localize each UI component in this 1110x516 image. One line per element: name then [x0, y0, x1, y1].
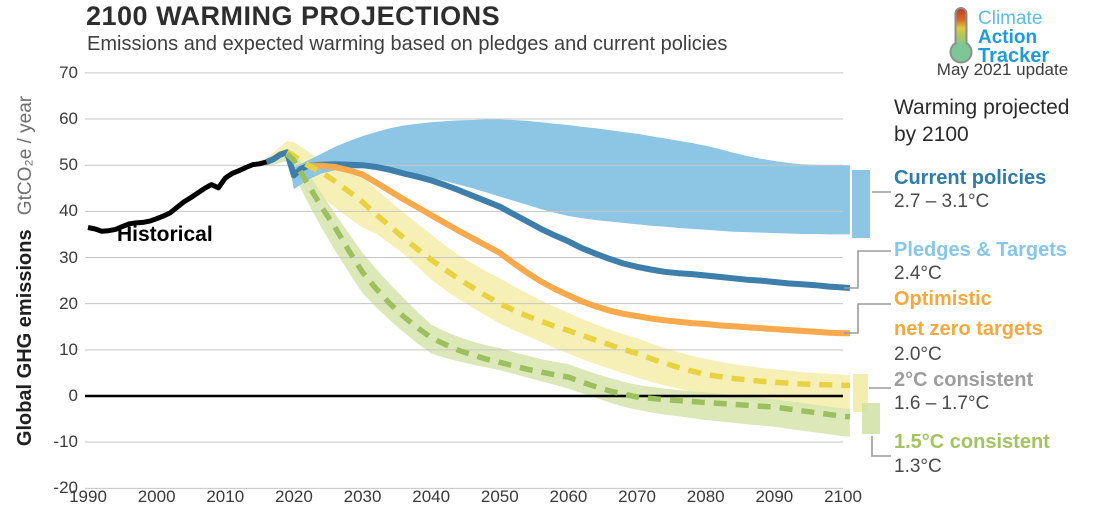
legend-temp-2c: 1.6 – 1.7°C [894, 393, 990, 414]
x-tick-2080: 2080 [686, 487, 725, 506]
y-tick-70: 70 [59, 62, 78, 82]
x-tick-2050: 2050 [480, 487, 519, 506]
y-tick-50: 50 [59, 155, 78, 175]
x-tick-2100: 2100 [824, 487, 862, 506]
band-current_policies_band [287, 119, 850, 235]
line-historical [87, 156, 275, 234]
historical-annotation: Historical [117, 223, 213, 246]
x-tick-2000: 2000 [137, 487, 176, 506]
thermometer-icon [949, 7, 973, 64]
y-tick-0: 0 [68, 386, 78, 405]
logo-wordmark: Climate Action Tracker [978, 9, 1049, 66]
x-tick-2020: 2020 [274, 487, 313, 506]
y-tick--20: -20 [53, 478, 78, 498]
x-tick-2090: 2090 [755, 487, 794, 506]
legend-label-optimistic-line2: net zero targets [894, 318, 1043, 340]
y-tick-60: 60 [59, 109, 78, 129]
logo-tracker: Tracker [978, 45, 1050, 67]
x-tick-2040: 2040 [412, 487, 451, 506]
legend-heading: Warming projected by 2100 [894, 94, 1069, 148]
line-two_deg_line [285, 149, 850, 389]
x-tick-2070: 2070 [618, 487, 656, 506]
legend-label-2c: 2°C consistent [894, 369, 1034, 391]
update-note: May 2021 update [936, 60, 1069, 79]
y-tick-30: 30 [59, 247, 78, 267]
swatch-1-5c-band [862, 403, 880, 434]
legend-heading-line2: by 2100 [894, 123, 969, 146]
legend-temp-pledges: 2.4°C [894, 263, 942, 284]
legend-temp-1-5c: 1.3°C [894, 456, 942, 477]
logo-action: Action [978, 27, 1038, 48]
y-tick-20: 20 [59, 293, 78, 313]
y-tick-40: 40 [59, 201, 78, 221]
swatch-2c-band [853, 374, 868, 412]
connector-1-5c [871, 436, 891, 457]
connector-optimistic [844, 303, 891, 334]
page-title: 2100 WARMING PROJECTIONS [86, 1, 501, 31]
x-tick-1990: 1990 [69, 487, 107, 506]
legend-heading-line1: Warming projected [894, 96, 1070, 119]
connector-pledges [844, 250, 891, 289]
line-one_five_line [285, 151, 851, 420]
legend-label-pledges: Pledges & Targets [894, 239, 1068, 261]
legend-temp-optimistic: 2.0°C [894, 344, 942, 365]
x-tick-2060: 2060 [549, 487, 588, 506]
legend-label-current-policies: Current policies [894, 167, 1047, 189]
line-optimistic_line [307, 162, 850, 337]
x-tick-2030: 2030 [343, 487, 382, 506]
swatch-current-policies [852, 170, 870, 238]
logo-climate: Climate [978, 8, 1043, 29]
legend-label-optimistic-line1: Optimistic [894, 288, 992, 310]
x-tick-2010: 2010 [206, 487, 245, 506]
legend-temp-current-policies: 2.7 – 3.1°C [894, 191, 990, 212]
y-tick--10: -10 [53, 432, 78, 452]
legend-label-1-5c: 1.5°C consistent [894, 431, 1050, 453]
y-tick-10: 10 [59, 339, 78, 359]
page-subtitle: Emissions and expected warming based on … [87, 33, 728, 55]
